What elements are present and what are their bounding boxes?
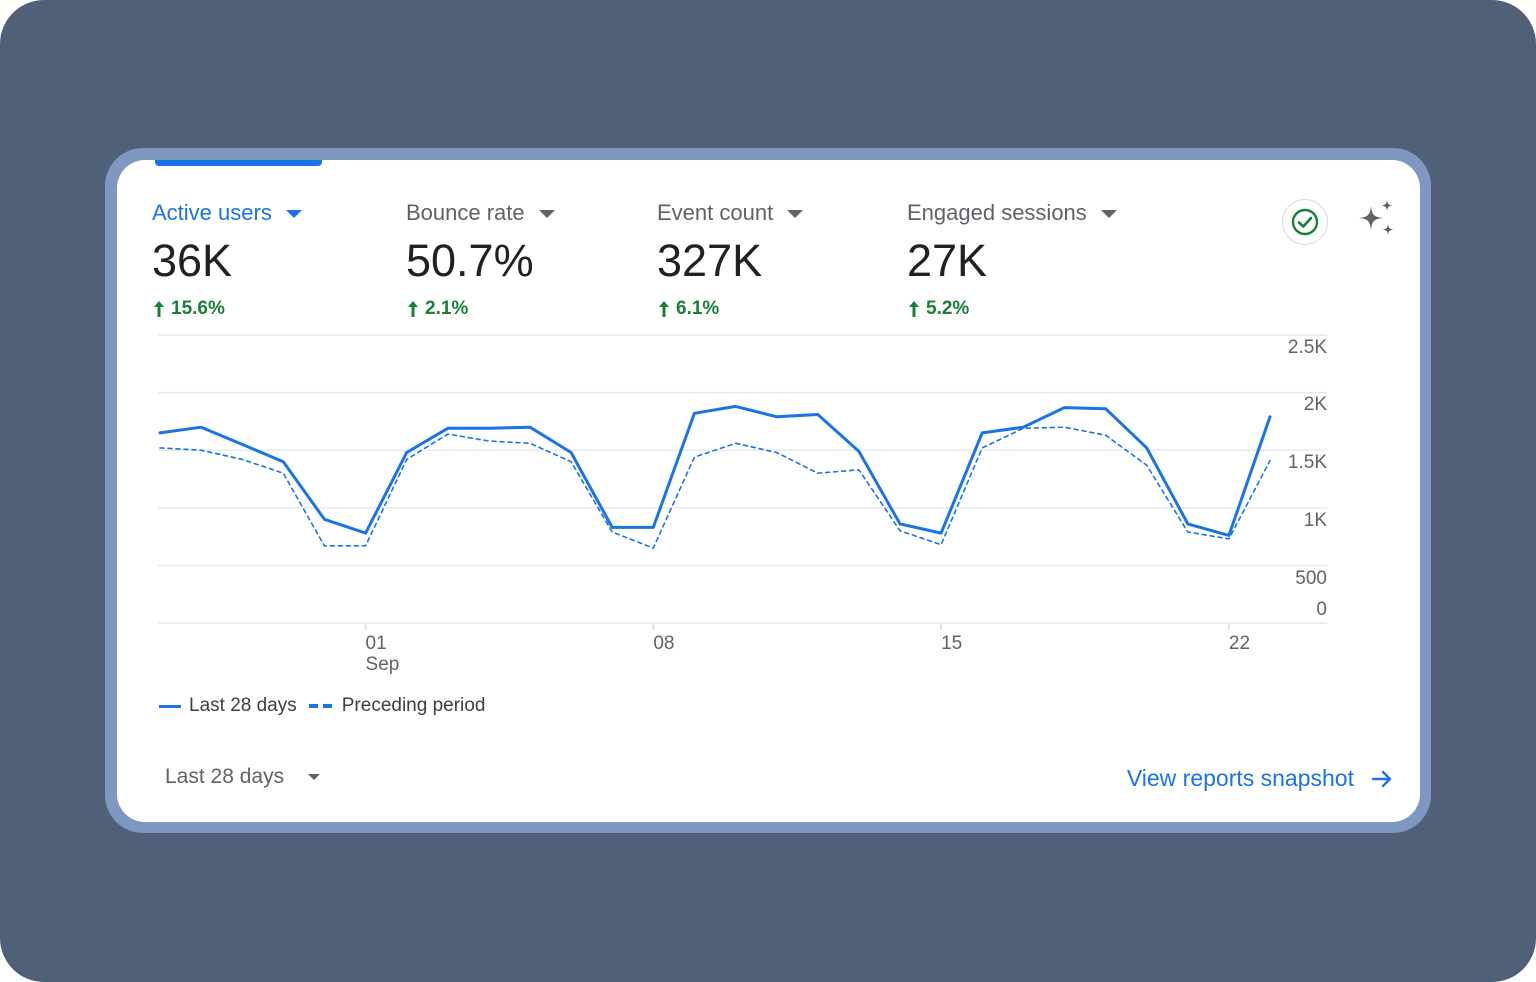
series-line-last-28-days <box>158 404 1272 537</box>
y-tick-label: 1K <box>1304 510 1328 531</box>
arrow-up-icon <box>659 301 669 317</box>
y-tick-label: 2K <box>1304 394 1328 415</box>
dropdown-caret-icon[interactable] <box>538 210 555 218</box>
y-tick-label: 0 <box>1316 599 1327 620</box>
legend-label: Last 28 days <box>189 695 297 716</box>
metric-change: 15.6% <box>152 298 302 320</box>
date-range-label: Last 28 days <box>165 765 285 788</box>
metric-value: 27K <box>907 235 988 286</box>
metric-change-value: 6.1% <box>676 298 720 319</box>
metric-label: Bounce rate <box>406 200 525 225</box>
metric-tab-event-count[interactable]: Event count 327K 6.1% <box>657 198 804 320</box>
metric-change-value: 2.1% <box>425 298 469 319</box>
arrow-up-icon <box>408 301 418 317</box>
x-tick-label: 01 <box>366 633 387 654</box>
metric-tab-bounce-rate[interactable]: Bounce rate 50.7% 2.1% <box>406 198 555 320</box>
view-reports-snapshot-label: View reports snapshot <box>1126 765 1354 791</box>
dropdown-caret-icon[interactable] <box>787 210 804 218</box>
metric-value: 36K <box>152 235 233 286</box>
y-tick-label: 2.5K <box>1288 337 1327 358</box>
chart-legend: Last 28 days Preceding period <box>159 695 485 717</box>
dropdown-caret-icon[interactable] <box>1100 210 1117 218</box>
metric-change: 6.1% <box>657 298 803 320</box>
arrow-up-icon <box>909 301 919 317</box>
legend-solid-swatch <box>159 704 181 708</box>
x-tick-label: 15 <box>941 633 962 654</box>
overview-card: Active users 36K 15.6% Bounce rate 50.7%… <box>117 160 1420 822</box>
y-tick-label: 1.5K <box>1288 452 1327 473</box>
x-tick-label: 22 <box>1229 633 1250 654</box>
legend-dashed-swatch <box>308 704 332 708</box>
metric-change-value: 5.2% <box>926 298 970 319</box>
metric-value: 327K <box>657 235 763 286</box>
dropdown-caret-icon[interactable] <box>285 210 302 218</box>
dropdown-caret-icon <box>308 774 321 780</box>
check-circle-icon[interactable] <box>1282 199 1328 245</box>
y-tick-label: 500 <box>1295 568 1327 589</box>
metric-change: 5.2% <box>907 298 1117 320</box>
metric-label: Active users <box>152 200 272 225</box>
series-line-preceding-period <box>159 426 1271 549</box>
metric-label: Engaged sessions <box>907 200 1087 225</box>
view-reports-snapshot-link[interactable]: View reports snapshot <box>1127 765 1394 792</box>
arrow-up-icon <box>154 301 164 317</box>
x-tick-label: 08 <box>653 633 674 654</box>
date-range-dropdown[interactable]: Last 28 days <box>165 765 321 789</box>
active-tab-indicator <box>155 160 322 166</box>
sparkle-icon[interactable] <box>1353 198 1399 244</box>
metric-change: 2.1% <box>406 298 555 320</box>
legend-label: Preceding period <box>341 695 486 716</box>
metric-change-value: 15.6% <box>171 298 225 319</box>
metric-tab-engaged-sessions[interactable]: Engaged sessions 27K 5.2% <box>907 198 1117 320</box>
x-tick-sublabel: Sep <box>366 654 400 675</box>
metric-tab-active-users[interactable]: Active users 36K 15.6% <box>152 198 302 320</box>
metric-value: 50.7% <box>406 235 534 286</box>
metric-label: Event count <box>657 200 774 225</box>
arrow-right-icon <box>1371 770 1392 787</box>
